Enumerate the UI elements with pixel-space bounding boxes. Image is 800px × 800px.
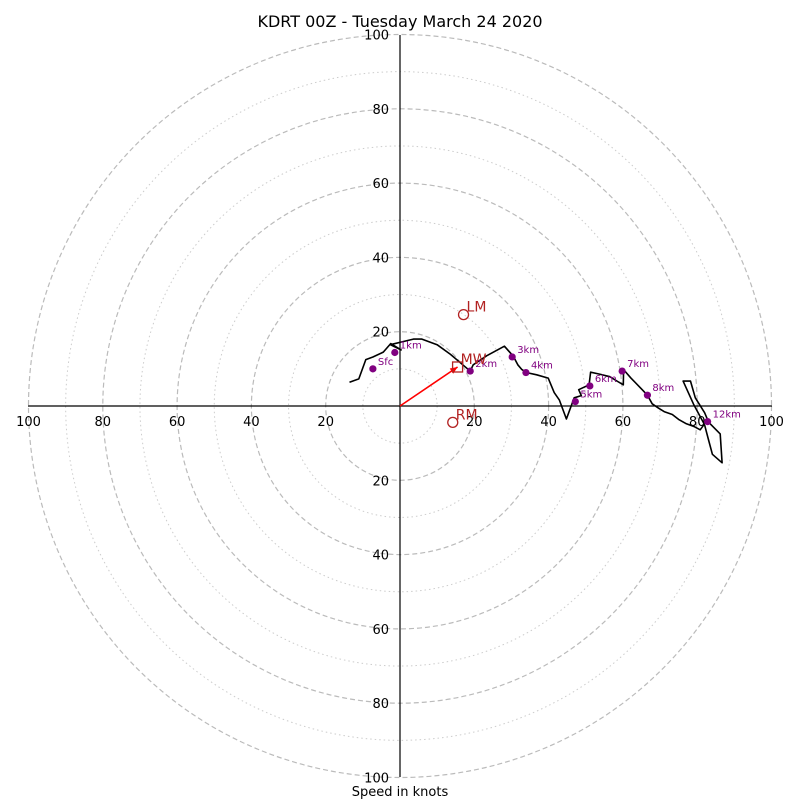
height-marker-8km [643,391,652,399]
y-tick-label: 60 [372,177,389,192]
height-marker-3km [508,353,516,361]
height-label-3km: 3km [517,345,539,356]
storm-motion-marker-lm [457,308,470,321]
x-tick-label: 20 [317,415,334,430]
x-tick-label: 40 [243,415,260,430]
height-label-6km: 6km [595,374,617,385]
height-marker-7km [618,367,626,375]
shear-vector-layer [399,366,459,407]
shear-vector-arrowhead [449,366,458,374]
height-label-5km: 5km [580,390,602,401]
height-marker-1km [391,348,399,357]
height-label-2km: 2km [475,359,497,370]
height-marker-2km [466,367,474,375]
hodograph-trace [349,338,723,464]
y-tick-label: 20 [372,474,389,489]
storm-motion-layer: LM MW RM [447,300,487,428]
y-tick-label: 60 [372,623,389,638]
chart-title: KDRT 00Z - Tuesday March 24 2020 [257,12,542,31]
y-tick-label: 100 [364,29,389,44]
height-marker-sfc [369,365,377,373]
x-tick-label: 60 [615,415,632,430]
storm-motion-label-mw: MW [461,352,487,368]
height-marker-6km [586,382,594,390]
height-label-7km: 7km [627,359,649,370]
shear-vector-line [399,366,459,407]
height-label-12km: 12km [713,410,741,421]
storm-motion-label-lm: LM [467,300,487,316]
height-label-4km: 4km [531,361,553,372]
height-marker-5km [571,397,579,406]
y-tick-label: 80 [372,103,389,118]
hodograph-trace-layer [349,338,723,464]
y-tick-label: 40 [372,549,389,564]
y-tick-label: 100 [364,772,389,787]
height-label-sfc: Sfc [378,357,393,368]
x-tick-label: 40 [540,415,557,430]
x-axis-label: Speed in knots [352,785,449,800]
x-tick-label: 20 [466,415,483,430]
storm-motion-label-rm: RM [456,407,478,423]
x-tick-label: 100 [759,415,784,430]
height-marker-4km [522,368,530,377]
y-tick-label: 40 [372,251,389,266]
storm-motion-marker-mw [451,361,464,373]
x-tick-label: 80 [95,415,112,430]
x-tick-label: 100 [16,415,41,430]
height-marker-layer: Sfc 1km 2km 3km 4km 5km 6km 7km 8km 12km [369,341,741,426]
storm-motion-marker-rm [447,416,459,428]
x-tick-label: 60 [169,415,186,430]
y-tick-label: 20 [372,326,389,341]
height-label-1km: 1km [400,341,422,352]
y-tick-label: 80 [372,697,389,712]
height-marker-12km [704,418,712,426]
height-label-8km: 8km [652,383,674,394]
